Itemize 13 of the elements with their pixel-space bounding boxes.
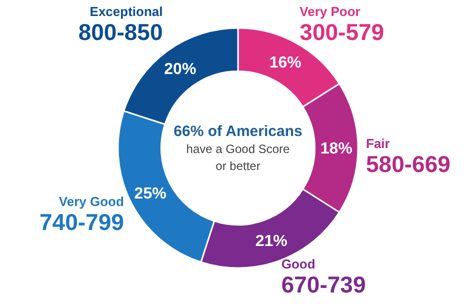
data-label: 16% bbox=[269, 54, 302, 72]
data-label: 20% bbox=[164, 60, 196, 78]
data-label: 25% bbox=[134, 185, 166, 202]
text: have a Good Score bbox=[186, 142, 290, 156]
slice-label: Fair 580-669 bbox=[366, 136, 450, 177]
slice-label: Very Good 740-799 bbox=[40, 194, 124, 236]
text: or better bbox=[216, 159, 260, 173]
text: 66% of Americans bbox=[174, 123, 302, 140]
slice-label: Exceptional 800-850 bbox=[78, 4, 163, 45]
data-label: 18% bbox=[320, 140, 352, 158]
slice-label: Very Poor 300-579 bbox=[300, 4, 384, 45]
slice-label: Good 670-739 bbox=[281, 256, 366, 298]
data-label: 21% bbox=[255, 233, 288, 250]
